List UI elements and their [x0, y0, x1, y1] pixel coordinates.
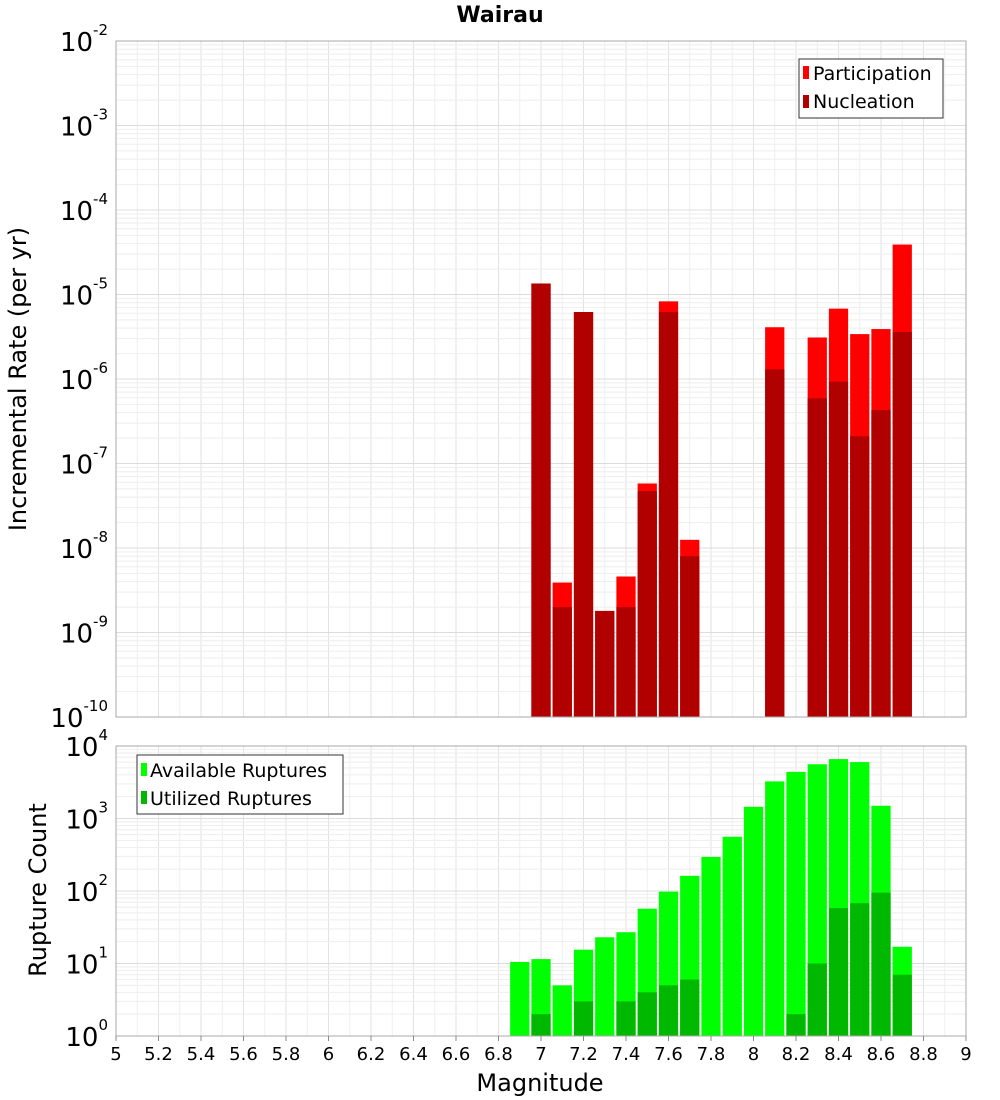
bottom-bar-available-ruptures	[786, 771, 806, 1036]
top-y-tick-label: 10-6	[60, 359, 108, 396]
bottom-bar-utilized-ruptures	[637, 992, 657, 1036]
top-y-ticks: 10-10 10-9 10-8 10-7 10-6 10-5 10-4 10-3 10-2	[50, 21, 108, 734]
bottom-bar-available-ruptures	[552, 985, 572, 1036]
top-plot-frame	[115, 40, 967, 718]
x-tick-label: 8.8	[909, 1044, 938, 1065]
bottom-bar-available-ruptures	[701, 856, 721, 1036]
top-y-tick-label: 10-5	[60, 275, 108, 312]
x-tick-label: 8	[748, 1044, 759, 1065]
top-bar-nucleation	[680, 556, 700, 717]
bottom-bar-utilized-ruptures	[680, 979, 700, 1036]
legend-nucleation-swatch	[803, 95, 809, 108]
top-panel: 10-10 10-9 10-8 10-7 10-6 10-5 10-4 10-3 10-2 In…	[4, 21, 967, 734]
bottom-bar-utilized-ruptures	[892, 974, 912, 1036]
top-bar-nucleation	[850, 436, 870, 717]
top-bar-nucleation	[871, 409, 891, 717]
x-ticks: 5 5.2 5.4 5.6 5.8 6 6.2 6.4 6.6 6.8 7 7.2 7.4 7.6 7.8 8…	[110, 1036, 972, 1065]
legend-utilized-swatch	[141, 791, 147, 804]
top-y-tick-label: 10-2	[60, 21, 108, 58]
bottom-legend: Available Ruptures Utilized Ruptures	[136, 754, 344, 815]
x-tick-label: 5.6	[229, 1044, 258, 1065]
bottom-y-tick-label: 103	[65, 799, 108, 836]
top-y-tick-label: 10-7	[60, 444, 108, 481]
x-tick-label: 6.6	[442, 1044, 471, 1065]
top-y-tick-label: 10-4	[60, 190, 108, 227]
top-y-tick-label: 10-10	[50, 697, 108, 734]
x-tick-label: 8.6	[867, 1044, 896, 1065]
bottom-bar-utilized-ruptures	[573, 1001, 594, 1036]
bottom-bar-available-ruptures	[510, 961, 530, 1036]
x-tick-label: 8.4	[824, 1044, 853, 1065]
bottom-bar-available-ruptures	[595, 937, 615, 1036]
x-tick-label: 6.8	[484, 1044, 513, 1065]
top-bar-nucleation	[765, 369, 785, 717]
bottom-bars	[510, 759, 912, 1036]
x-tick-label: 6	[323, 1044, 334, 1065]
bottom-bar-utilized-ruptures	[616, 1001, 636, 1036]
chart-title: Wairau	[456, 3, 543, 28]
top-bar-nucleation	[828, 381, 849, 717]
top-bar-nucleation	[573, 312, 594, 717]
bottom-bar-available-ruptures	[722, 836, 742, 1036]
bottom-bar-utilized-ruptures	[807, 963, 827, 1036]
bottom-bar-utilized-ruptures	[786, 1014, 806, 1036]
top-y-tick-label: 10-8	[60, 528, 108, 565]
x-axis-label: Magnitude	[476, 1069, 603, 1097]
top-bar-nucleation	[807, 398, 827, 717]
bottom-bar-utilized-ruptures	[531, 1014, 551, 1036]
top-y-axis-label: Incremental Rate (per yr)	[4, 227, 32, 531]
bottom-y-tick-label: 102	[65, 871, 108, 908]
legend-utilized-label: Utilized Ruptures	[150, 788, 312, 810]
legend-available-swatch	[141, 763, 147, 776]
x-tick-label: 5.8	[272, 1044, 301, 1065]
top-legend: Participation Nucleation	[798, 58, 944, 119]
top-bar-nucleation	[658, 312, 679, 717]
bottom-y-ticks: 100 101 102 103 104	[65, 726, 108, 1053]
x-tick-label: 9	[960, 1044, 971, 1065]
bottom-panel: 100 101 102 103 104 5 5.2 5.4 5.6 5.8 6 6.2 6.4 6.6 6…	[24, 726, 972, 1097]
x-tick-label: 6.2	[357, 1044, 386, 1065]
legend-participation-swatch	[803, 66, 809, 79]
x-tick-label: 7.2	[569, 1044, 598, 1065]
bottom-bar-available-ruptures	[743, 806, 764, 1036]
top-y-tick-label: 10-9	[60, 613, 108, 650]
bottom-y-axis-label: Rupture Count	[24, 803, 52, 977]
bottom-y-tick-label: 101	[65, 944, 108, 981]
legend-nucleation-label: Nucleation	[813, 91, 915, 113]
x-tick-label: 5	[110, 1044, 121, 1065]
top-bar-nucleation	[552, 607, 572, 717]
top-y-tick-label: 10-3	[60, 106, 108, 143]
x-tick-label: 6.4	[399, 1044, 428, 1065]
x-tick-label: 7	[535, 1044, 546, 1065]
x-tick-label: 8.2	[782, 1044, 811, 1065]
x-tick-label: 7.4	[612, 1044, 641, 1065]
bottom-bar-utilized-ruptures	[850, 903, 870, 1036]
top-legend-box	[798, 58, 944, 119]
top-bar-nucleation	[595, 610, 615, 717]
bottom-bar-utilized-ruptures	[828, 908, 849, 1036]
top-bars	[531, 244, 912, 717]
x-tick-label: 7.8	[697, 1044, 726, 1065]
bottom-bar-utilized-ruptures	[658, 985, 679, 1036]
bottom-y-tick-label: 100	[65, 1016, 108, 1053]
bottom-y-tick-label: 104	[65, 726, 108, 763]
top-bar-nucleation	[637, 491, 657, 717]
bottom-bar-available-ruptures	[765, 781, 785, 1036]
top-bar-nucleation	[531, 283, 551, 717]
top-bar-nucleation	[892, 331, 912, 717]
x-tick-label: 7.6	[654, 1044, 683, 1065]
bottom-legend-box	[136, 754, 344, 815]
x-tick-label: 5.2	[144, 1044, 173, 1065]
x-tick-label: 5.4	[187, 1044, 216, 1065]
bottom-bar-utilized-ruptures	[871, 892, 891, 1036]
legend-available-label: Available Ruptures	[150, 760, 327, 782]
top-bar-nucleation	[616, 607, 636, 717]
legend-participation-label: Participation	[813, 63, 932, 85]
